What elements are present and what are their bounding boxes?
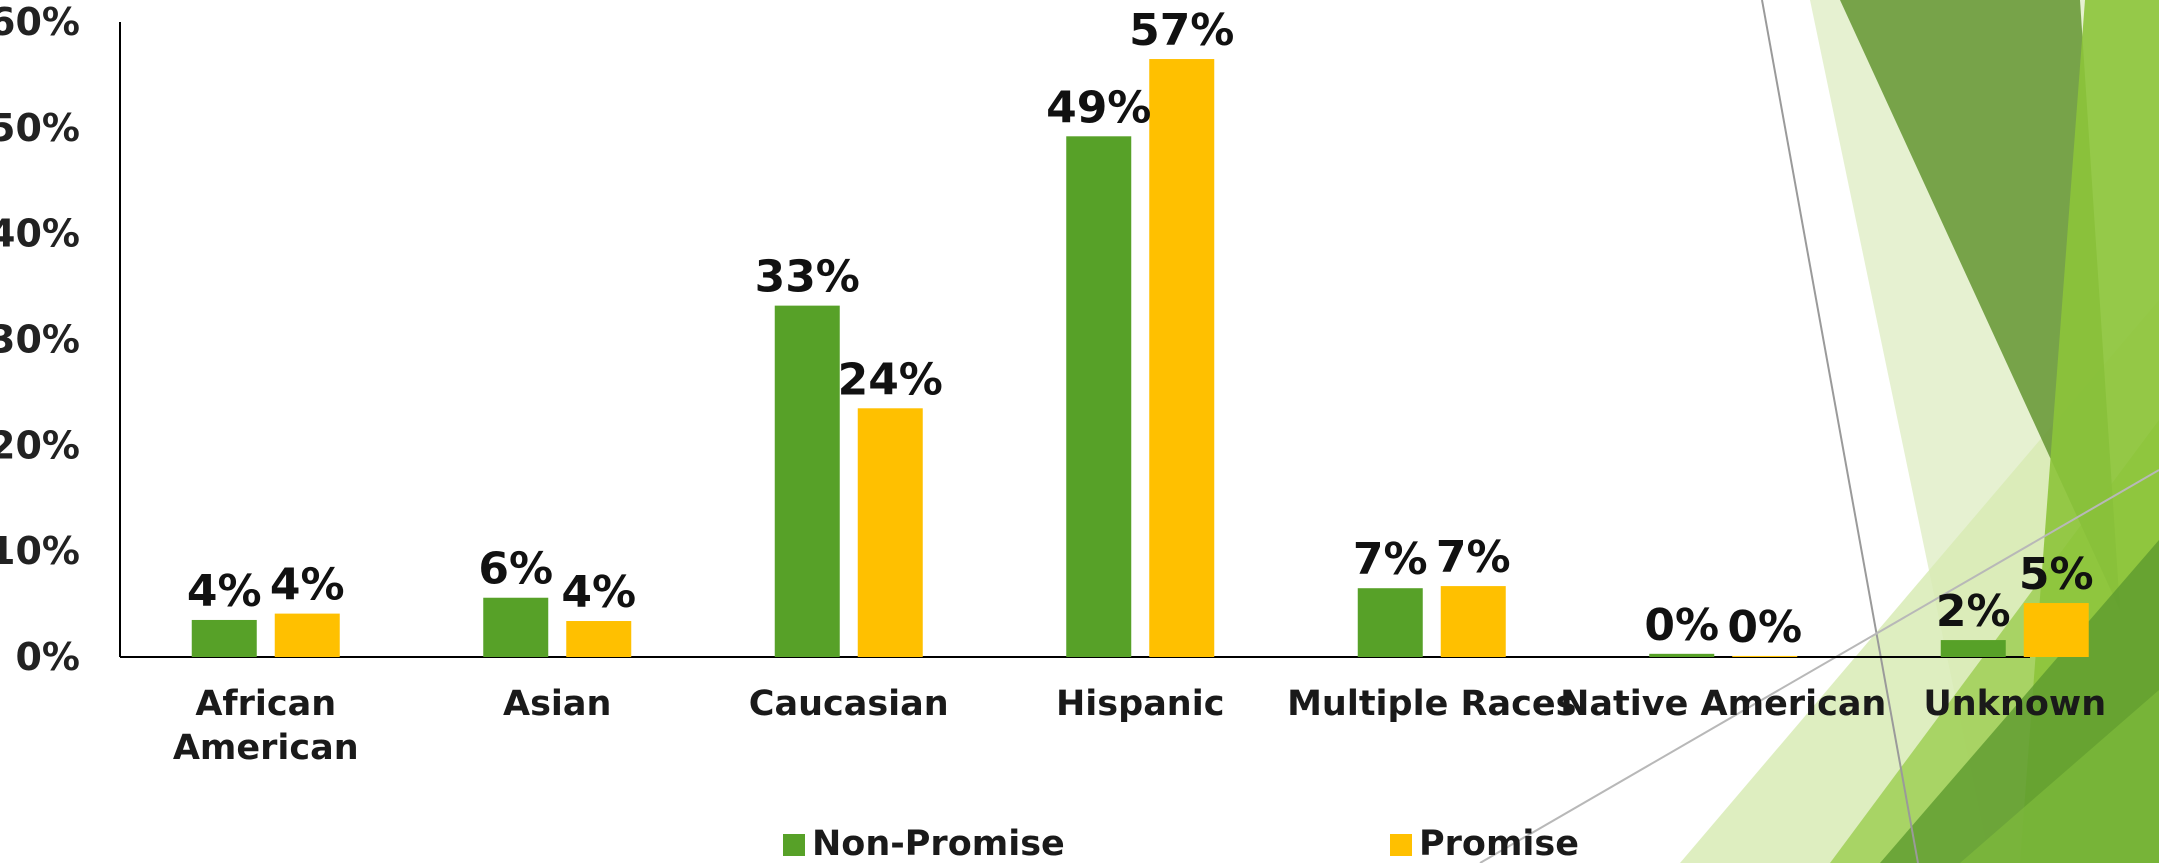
bar-promise-native-american xyxy=(1732,655,1798,657)
data-label-non-promise-caucasian: 33% xyxy=(755,252,860,303)
y-tick-label-50: 50% xyxy=(0,106,80,150)
bar-non-promise-hispanic xyxy=(1066,136,1132,658)
bar-non-promise-asian xyxy=(483,597,549,657)
category-label-hispanic: Hispanic xyxy=(1056,684,1224,724)
bars xyxy=(191,59,2089,658)
legend: Non-Promise Promise xyxy=(783,824,1579,863)
y-tick-label-60: 60% xyxy=(0,0,80,44)
legend-label-promise: Promise xyxy=(1419,824,1579,863)
category-label-multiple-races: Multiple Races xyxy=(1287,684,1576,724)
decor-triangle-mid xyxy=(1960,690,2159,863)
data-label-promise-asian: 4% xyxy=(561,567,636,618)
category-label-asian: Asian xyxy=(503,684,611,724)
data-label-promise-hispanic: 57% xyxy=(1129,5,1234,56)
data-label-non-promise-asian: 6% xyxy=(478,544,553,595)
category-label-caucasian: Caucasian xyxy=(749,684,949,724)
bar-promise-multiple-races xyxy=(1440,586,1506,657)
bar-promise-unknown xyxy=(2023,603,2089,657)
data-label-promise-african-american: 4% xyxy=(270,560,345,611)
bar-non-promise-multiple-races xyxy=(1357,588,1423,657)
data-labels: 4% 4% 6% 4%33%24%49%57%7% 7%0% 0% 2%5% xyxy=(187,5,2094,653)
legend-swatch-promise xyxy=(1390,834,1412,856)
bar-promise-african-american xyxy=(274,613,340,657)
data-label-non-promise-multiple-races: 7% xyxy=(1353,534,1428,585)
decor-triangle-dark xyxy=(1840,0,2120,610)
y-tick-label-20: 20% xyxy=(0,423,80,467)
y-axis-ticks: 0% 10% 20% 30% 40% 50% 60% xyxy=(0,0,80,679)
y-tick-label-10: 10% xyxy=(0,529,80,573)
data-label-promise-caucasian: 24% xyxy=(838,354,943,405)
data-label-non-promise-african-american: 4% xyxy=(187,566,262,617)
data-label-non-promise-native-american: 0% xyxy=(1644,600,1719,651)
category-label-unknown: Unknown xyxy=(1923,684,2106,724)
data-label-promise-unknown: 5% xyxy=(2019,549,2094,600)
bar-non-promise-native-american xyxy=(1649,653,1715,657)
bar-promise-asian xyxy=(566,621,632,657)
data-label-non-promise-hispanic: 49% xyxy=(1046,82,1151,133)
category-label-native-american: Native American xyxy=(1560,684,1886,724)
decor-line-2 xyxy=(1479,469,2159,863)
bar-non-promise-caucasian xyxy=(774,305,840,657)
y-tick-label-0: 0% xyxy=(15,635,80,679)
category-label-african-american-line-2: American xyxy=(173,728,359,768)
y-tick-label-30: 30% xyxy=(0,318,80,362)
data-label-promise-native-american: 0% xyxy=(1727,602,1802,653)
legend-label-non-promise: Non-Promise xyxy=(812,824,1065,863)
decorative-background-shapes xyxy=(1479,0,2159,863)
y-tick-label-40: 40% xyxy=(0,212,80,256)
bar-non-promise-african-american xyxy=(191,619,257,657)
bar-non-promise-unknown xyxy=(1940,640,2006,657)
data-label-promise-multiple-races: 7% xyxy=(1436,532,1511,583)
category-label-african-american: African xyxy=(195,684,336,724)
decor-line-1 xyxy=(1761,0,1919,863)
data-label-non-promise-unknown: 2% xyxy=(1936,586,2011,637)
legend-swatch-non-promise xyxy=(783,834,805,856)
bar-promise-hispanic xyxy=(1149,59,1215,657)
bar-promise-caucasian xyxy=(857,408,923,657)
